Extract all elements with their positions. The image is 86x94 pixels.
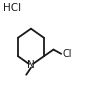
Text: Cl: Cl [62, 49, 72, 59]
Text: HCl: HCl [3, 3, 22, 13]
Text: N: N [27, 60, 35, 70]
